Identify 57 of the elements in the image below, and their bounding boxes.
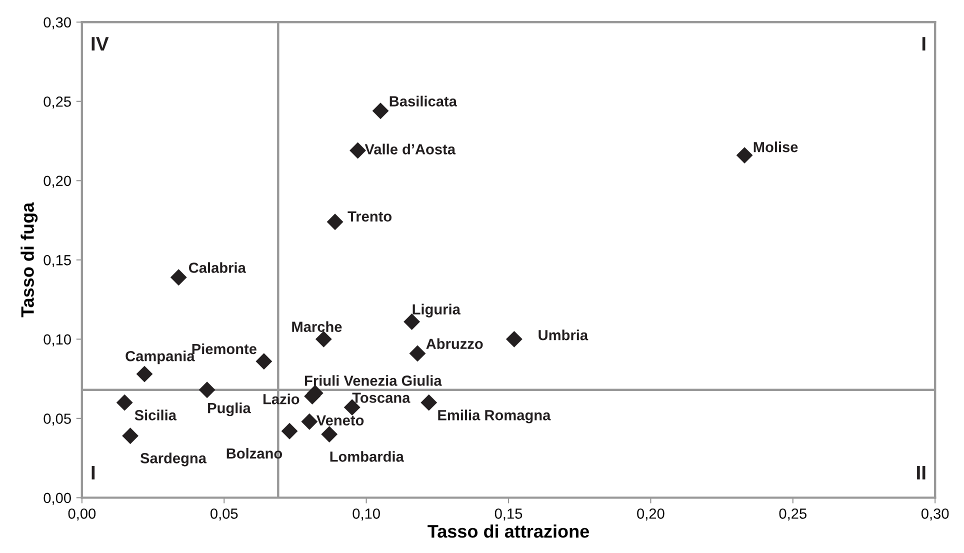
annotation: I <box>922 37 926 50</box>
point <box>372 102 389 120</box>
data-label: Sardegna <box>140 452 207 466</box>
data-label: Bolzano <box>226 448 282 459</box>
data-label: Sicilia <box>134 410 177 420</box>
x-tick-label: 0,10 <box>352 508 380 521</box>
annotation: I <box>92 466 95 480</box>
data-label: Valle d’Aosta <box>364 144 456 154</box>
data-label: Calabria <box>188 262 246 273</box>
y-tick-label: 0,30 <box>44 17 71 30</box>
y-tick-label: 0,15 <box>44 255 71 268</box>
point <box>301 413 318 430</box>
data-label: Veneto <box>316 415 364 426</box>
point <box>315 330 332 348</box>
data-label: Lombardia <box>330 451 404 462</box>
y-tick-label: 0,05 <box>44 414 71 426</box>
data-label: Umbria <box>538 330 588 340</box>
y-tick-label: 0,10 <box>44 334 71 346</box>
point <box>321 426 338 443</box>
x-axis-title: Tasso di attrazione <box>428 524 590 538</box>
y-tick-label: 0,20 <box>44 176 71 188</box>
y-tick-label: 0,25 <box>44 96 71 109</box>
point <box>198 382 216 398</box>
data-label: Marche <box>292 321 342 332</box>
data-label: Abruzzo <box>426 338 483 350</box>
annotation: II <box>917 466 926 480</box>
data-label: Liguria <box>412 304 461 318</box>
point <box>170 269 187 286</box>
point <box>420 394 438 411</box>
point <box>136 366 153 382</box>
point <box>304 388 321 404</box>
point <box>281 422 298 440</box>
point <box>506 330 522 348</box>
data-label: Friuli Venezia Giulia <box>304 375 442 386</box>
point <box>736 147 753 164</box>
x-tick-label: 0,05 <box>210 508 238 521</box>
point <box>409 345 426 362</box>
x-tick-label: 0,15 <box>494 508 522 521</box>
data-label: Trento <box>348 211 392 222</box>
x-tick-label: 0,25 <box>779 508 806 521</box>
data-label: Molise <box>754 142 798 152</box>
data-label: Toscana <box>352 392 410 403</box>
data-label: Emilia Romagna <box>438 410 551 424</box>
data-label: Puglia <box>208 402 251 416</box>
x-tick-label: 0,30 <box>921 508 949 521</box>
x-tick-label: 0,20 <box>637 508 664 521</box>
point <box>350 142 366 159</box>
point <box>122 428 138 444</box>
y-axis-title: Tasso di fuga <box>20 202 38 318</box>
point <box>326 214 344 230</box>
x-tick-label: 0,00 <box>68 508 96 521</box>
point <box>256 353 272 370</box>
point <box>116 394 133 411</box>
annotation: IV <box>92 37 109 50</box>
data-label: Basilicata <box>390 96 458 106</box>
y-tick-label: 0,00 <box>44 492 71 505</box>
data-label: Lazio <box>263 394 300 404</box>
